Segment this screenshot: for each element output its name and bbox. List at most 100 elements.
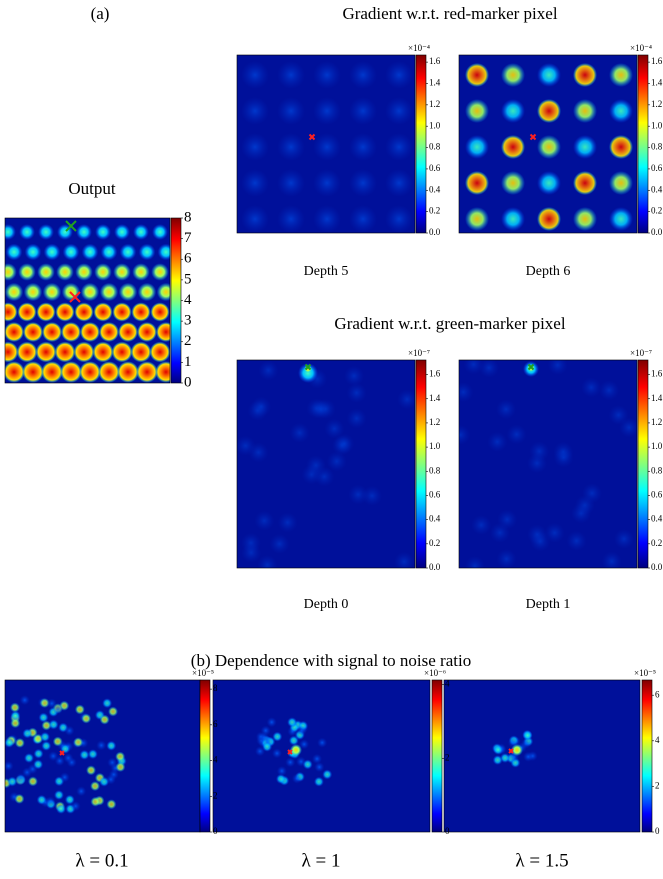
blob [156,282,170,302]
colorbar-label: 0.6 [651,490,663,500]
heatmap-blobs [241,61,413,233]
blob [132,263,150,281]
blob [19,224,35,240]
blob [511,744,523,756]
blob [39,698,50,709]
colorbar-scale: ×10⁻⁷ [630,348,652,358]
blob [56,263,74,281]
blob [492,755,503,766]
blob [106,740,117,751]
blob [5,224,16,240]
blob [520,738,531,749]
blob [277,205,305,233]
blob [537,63,561,87]
heatmap-blobs [255,717,333,787]
blob [137,322,157,342]
blob [102,698,113,709]
blob [241,97,269,125]
blob [501,99,525,123]
colorbar-scale: ×10⁻⁵ [634,668,656,678]
blob [464,556,485,568]
blob [75,263,93,281]
blob [272,731,283,742]
blob [5,761,14,772]
blob [599,380,620,401]
blob [41,740,52,751]
blob [76,224,92,240]
colorbar-label: 0.4 [429,514,441,524]
blob [530,531,551,552]
heatmap-bg [444,680,640,832]
heatmap-frame [236,359,416,569]
colorbar-label: 0.0 [429,562,441,572]
blob [36,794,47,805]
blob [37,263,55,281]
colorbar-label: 0.4 [651,514,663,524]
heatmap [443,679,641,833]
heatmap-frame [212,679,431,833]
blob [501,135,525,159]
blob [385,169,413,197]
blob [94,263,112,281]
blob [92,341,114,363]
blob [46,698,57,709]
colorbar-label: 2 [184,333,192,349]
blob [573,207,597,231]
heatmap [458,54,638,234]
blob [349,133,377,161]
colorbar [415,54,427,234]
blob [79,749,90,760]
marker [508,748,514,754]
marker [308,133,316,141]
blob [241,61,269,89]
blob [81,713,92,724]
blob [36,302,56,322]
marker [65,220,77,232]
blob [5,322,24,342]
blob [73,341,95,363]
blob [38,224,54,240]
heatmap-bg [237,360,415,568]
colorbar-label: 1.6 [651,369,663,379]
blob [385,97,413,125]
blob [287,717,298,728]
heatmap-blobs [492,729,538,768]
blob [10,710,21,721]
marker [69,291,81,303]
colorbar-label: 2 [445,752,450,762]
blob [22,361,44,383]
blob [465,135,489,159]
colorbar-label: 0.2 [651,538,662,548]
blob [157,243,170,261]
colorbar-label: 0.2 [429,206,440,216]
blob [149,341,170,363]
blob [23,282,43,302]
blob [496,548,517,568]
blob [465,207,489,231]
blob [346,408,367,429]
blob [241,133,269,161]
blob [459,382,474,403]
blob [489,522,510,543]
blob [114,224,130,240]
blob [52,704,63,715]
blob [40,731,51,742]
blob [237,435,256,456]
blob [5,341,19,363]
blob [501,171,525,195]
heatmap [236,359,416,569]
heatmap-frame [458,359,638,569]
colorbar-scale: ×10⁻⁵ [192,668,214,678]
colorbar-label: 0 [213,826,218,836]
blob [465,99,489,123]
blob [537,207,561,231]
blob [601,551,622,568]
blob [5,282,24,302]
marker [287,749,293,755]
blob [487,431,508,452]
blob [314,762,325,773]
blob [289,422,310,443]
blob [95,224,111,240]
blob [99,776,110,787]
blob [271,748,282,759]
